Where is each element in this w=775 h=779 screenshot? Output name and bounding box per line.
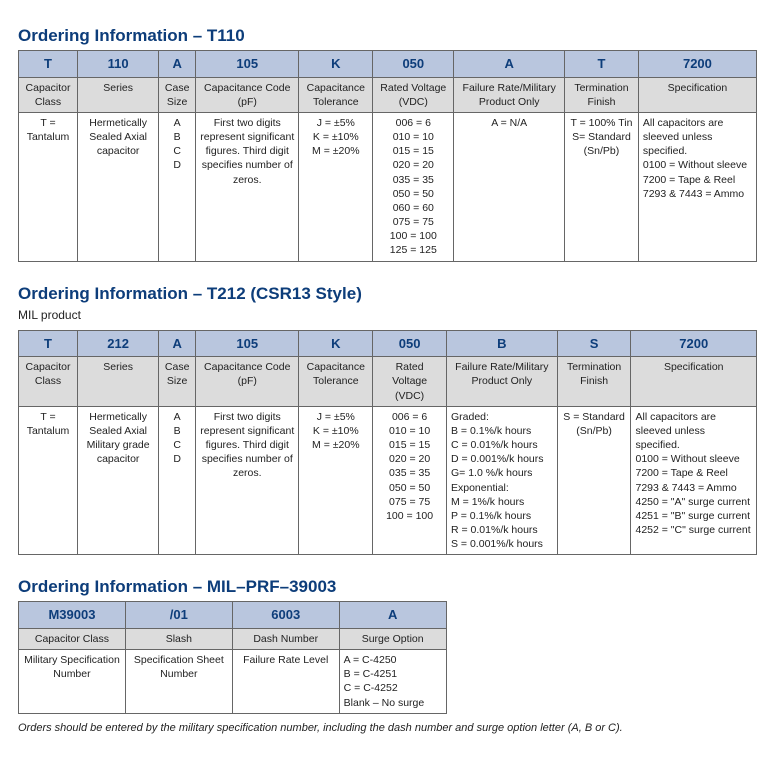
cell: T [565,51,639,78]
table-mil: M39003 /01 6003 A Capacitor Class Slash … [18,601,447,713]
cell: K [299,51,373,78]
cell: Capacitance Code (pF) [196,77,299,112]
cell: Rated Voltage (VDC) [373,77,454,112]
table-mil-note: Orders should be entered by the military… [18,722,757,734]
cell: First two digits represent significant f… [196,112,299,261]
cell: Graded:B = 0.1%/k hoursC = 0.01%/k hours… [447,406,558,555]
section-title-t212: Ordering Information – T212 (CSR13 Style… [18,284,757,304]
cell: Case Size [159,357,196,407]
cell: J = ±5%K = ±10%M = ±20% [299,406,373,555]
section-title-mil: Ordering Information – MIL–PRF–39003 [18,577,757,597]
cell: ABCD [159,406,196,555]
cell: A [159,51,196,78]
cell: 050 [373,330,447,357]
table-t110-data-row: T = Tantalum Hermetically Sealed Axial c… [19,112,757,261]
table-t212-data-row: T = Tantalum Hermetically Sealed Axial M… [19,406,757,555]
cell: Capacitor Class [19,77,78,112]
table-t110-code-row: T 110 A 105 K 050 A T 7200 [19,51,757,78]
cell: Failure Rate/Military Product Only [454,77,565,112]
cell: T = Tantalum [19,112,78,261]
cell: 7200 [638,51,756,78]
cell: 105 [196,330,299,357]
table-t110-label-row: Capacitor Class Series Case Size Capacit… [19,77,757,112]
cell: Termination Finish [557,357,631,407]
cell: 105 [196,51,299,78]
cell: Failure Rate Level [232,650,339,714]
section-subtitle-t212: MIL product [18,308,757,322]
cell: 110 [78,51,159,78]
table-t212-code-row: T 212 A 105 K 050 B S 7200 [19,330,757,357]
cell: 050 [373,51,454,78]
cell: Specification Sheet Number [125,650,232,714]
cell: Hermetically Sealed Axial capacitor [78,112,159,261]
cell: Specification [638,77,756,112]
cell: M39003 [19,602,126,629]
cell: 7200 [631,330,757,357]
cell: 6003 [232,602,339,629]
table-mil-code-row: M39003 /01 6003 A [19,602,447,629]
cell: Series [78,357,159,407]
cell: Capacitor Class [19,357,78,407]
table-t212: T 212 A 105 K 050 B S 7200 Capacitor Cla… [18,330,757,556]
cell: All capacitors are sleeved unless specif… [631,406,757,555]
cell: 006 = 6010 = 10015 = 15020 = 20035 = 350… [373,112,454,261]
cell: A [339,602,446,629]
cell: Capacitance Tolerance [299,357,373,407]
cell: T [19,330,78,357]
cell: S = Standard (Sn/Pb) [557,406,631,555]
cell: B [447,330,558,357]
cell: T = Tantalum [19,406,78,555]
cell: K [299,330,373,357]
cell: Dash Number [232,628,339,649]
cell: Series [78,77,159,112]
cell: S [557,330,631,357]
cell: A = C-4250B = C-4251C = C-4252Blank – No… [339,650,446,714]
cell: 212 [78,330,159,357]
cell: J = ±5%K = ±10%M = ±20% [299,112,373,261]
cell: Surge Option [339,628,446,649]
cell: T = 100% TinS= Standard (Sn/Pb) [565,112,639,261]
cell: Failure Rate/Military Product Only [447,357,558,407]
cell: Specification [631,357,757,407]
cell: A [159,330,196,357]
table-mil-label-row: Capacitor Class Slash Dash Number Surge … [19,628,447,649]
cell: All capacitors are sleeved unless specif… [638,112,756,261]
table-t212-label-row: Capacitor Class Series Case Size Capacit… [19,357,757,407]
cell: T [19,51,78,78]
cell: Hermetically Sealed Axial Military grade… [78,406,159,555]
cell: ABCD [159,112,196,261]
cell: Capacitance Code (pF) [196,357,299,407]
cell: Slash [125,628,232,649]
cell: Case Size [159,77,196,112]
cell: Rated Voltage (VDC) [373,357,447,407]
section-title-t110: Ordering Information – T110 [18,26,757,46]
table-mil-data-row: Military Specification Number Specificat… [19,650,447,714]
cell: Capacitance Tolerance [299,77,373,112]
cell: A [454,51,565,78]
cell: Military Specification Number [19,650,126,714]
cell: A = N/A [454,112,565,261]
cell: Capacitor Class [19,628,126,649]
cell: 006 = 6010 = 10015 = 15020 = 20035 = 350… [373,406,447,555]
cell: /01 [125,602,232,629]
cell: First two digits represent significant f… [196,406,299,555]
cell: Termination Finish [565,77,639,112]
table-t110: T 110 A 105 K 050 A T 7200 Capacitor Cla… [18,50,757,262]
